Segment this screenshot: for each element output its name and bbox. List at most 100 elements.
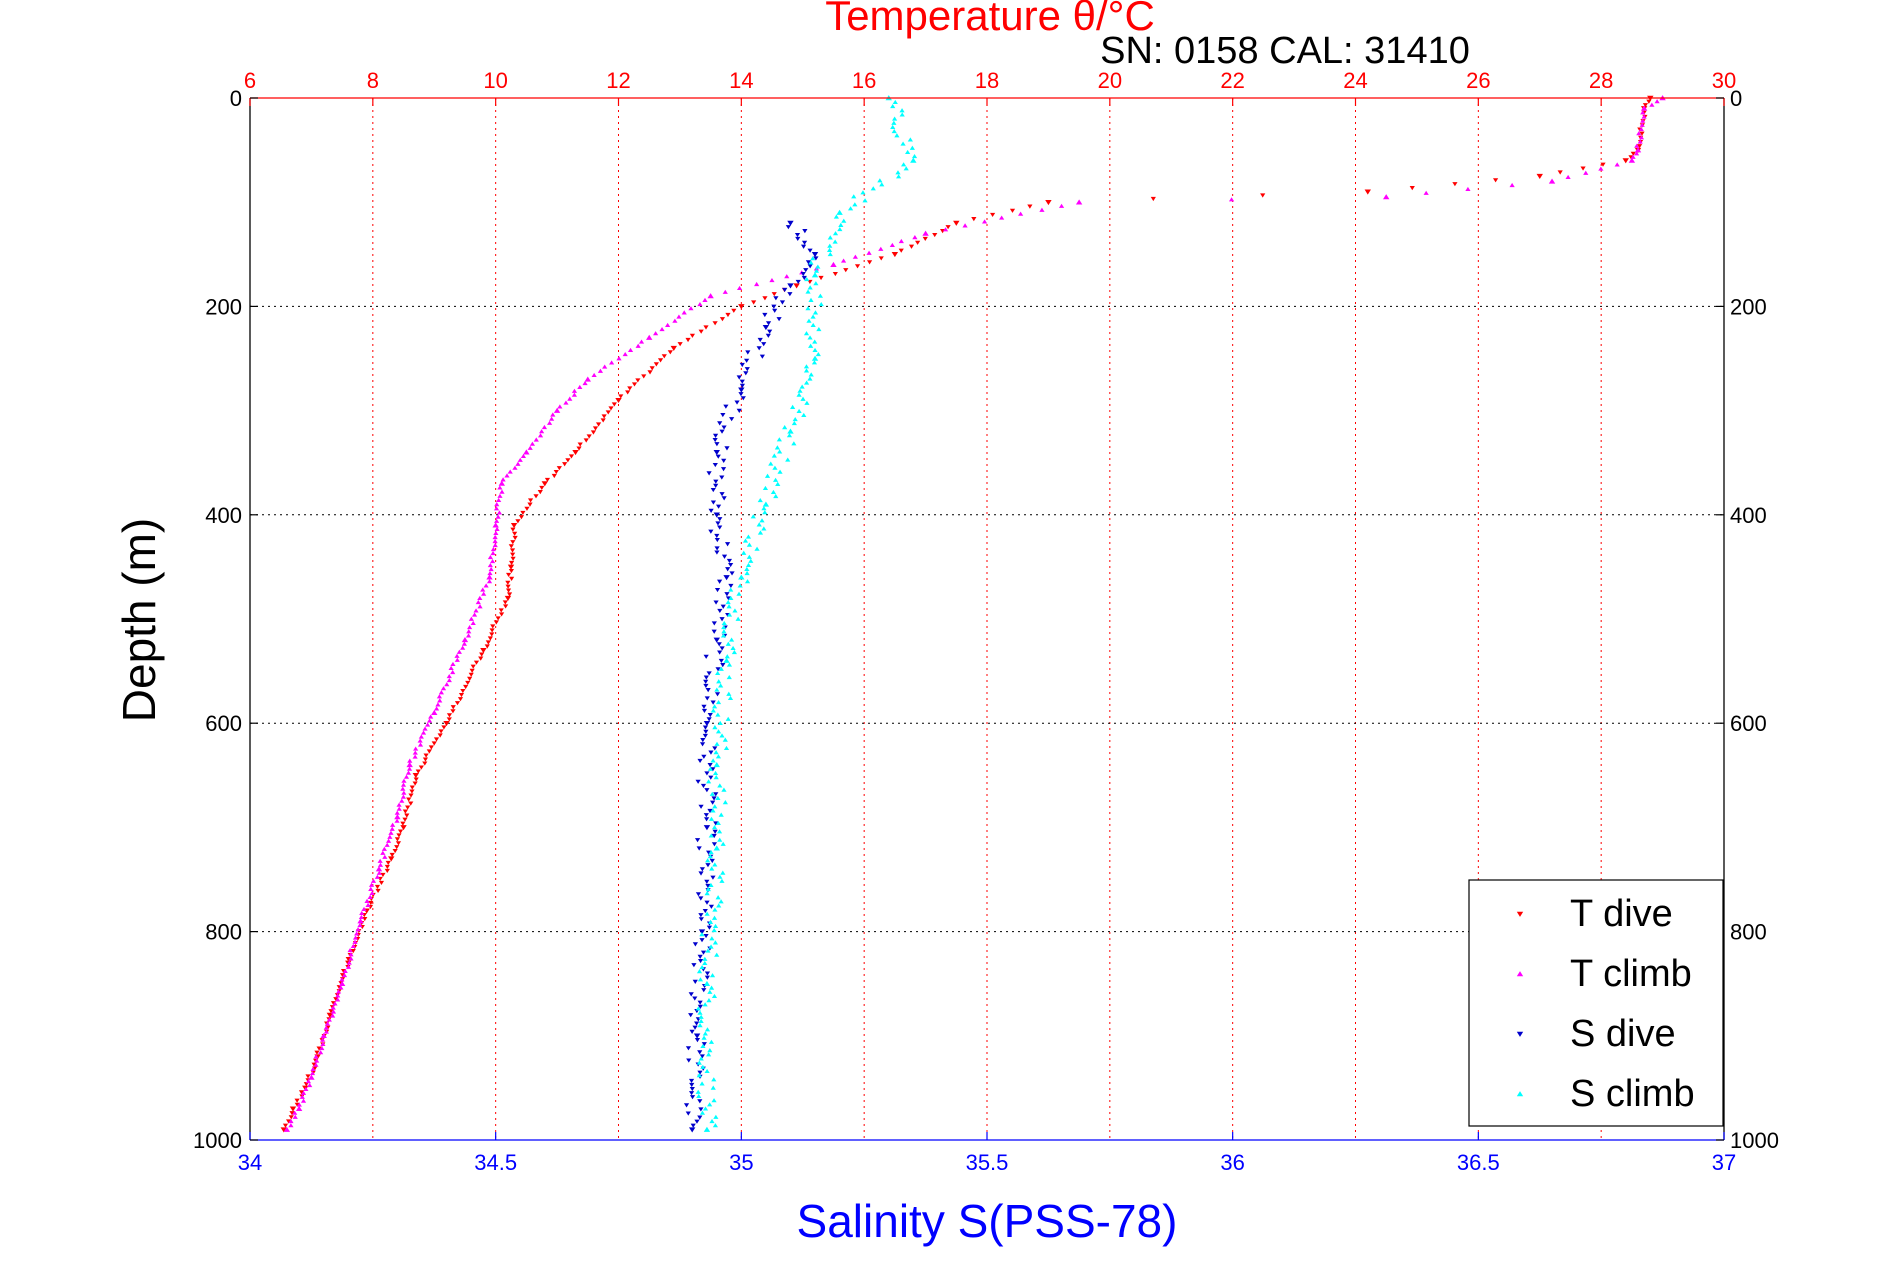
data-point <box>895 170 901 175</box>
data-point <box>710 700 716 705</box>
data-point <box>804 276 810 282</box>
temperature-tick-label: 12 <box>606 68 630 93</box>
data-point <box>380 872 386 878</box>
temperature-tick-label: 30 <box>1712 68 1736 93</box>
data-point <box>717 579 723 584</box>
data-point <box>460 688 466 694</box>
data-point <box>765 333 771 338</box>
data-point <box>999 215 1005 220</box>
data-point <box>1600 162 1606 167</box>
salinity-tick-label: 35.5 <box>966 1150 1009 1175</box>
data-point <box>800 272 806 277</box>
data-point <box>714 741 720 746</box>
data-point <box>710 500 717 505</box>
data-point <box>504 595 512 602</box>
data-point <box>745 534 752 539</box>
data-point <box>720 604 726 609</box>
data-point <box>705 948 711 953</box>
data-point <box>807 335 813 340</box>
data-point <box>346 960 352 965</box>
data-point <box>757 337 763 343</box>
data-point <box>713 1114 719 1119</box>
data-point <box>710 875 716 880</box>
data-point <box>898 248 904 253</box>
data-point <box>508 544 514 549</box>
data-point <box>694 838 701 843</box>
data-point <box>771 304 777 309</box>
data-point <box>412 750 418 755</box>
data-point <box>407 758 413 763</box>
data-point <box>709 791 715 796</box>
data-point <box>724 446 730 451</box>
data-point <box>813 256 819 261</box>
data-point <box>739 379 745 384</box>
data-point <box>735 616 741 621</box>
data-point <box>765 321 772 326</box>
data-point <box>368 886 374 891</box>
data-point <box>890 103 896 109</box>
data-point <box>723 575 730 581</box>
data-point <box>1641 114 1647 119</box>
data-point <box>1634 143 1640 148</box>
data-point <box>705 688 711 693</box>
data-point <box>712 437 718 443</box>
data-point <box>803 268 809 273</box>
data-point <box>446 673 452 679</box>
data-point <box>631 382 638 387</box>
data-point <box>785 457 791 462</box>
data-point <box>553 469 559 475</box>
data-point <box>703 729 709 734</box>
data-point <box>811 360 818 365</box>
data-point <box>376 870 382 875</box>
data-point <box>718 899 724 904</box>
data-point <box>635 378 641 383</box>
legend-marker <box>1516 1031 1524 1037</box>
data-point <box>772 477 779 482</box>
data-point <box>799 384 805 389</box>
data-point <box>711 704 718 709</box>
data-point <box>719 878 725 883</box>
data-point <box>699 867 705 872</box>
data-point <box>889 242 895 248</box>
data-point <box>550 412 556 417</box>
data-point <box>1622 158 1629 164</box>
data-point <box>731 650 737 655</box>
data-point <box>698 329 704 334</box>
data-point <box>727 695 734 701</box>
data-point <box>711 796 717 801</box>
data-point <box>712 321 718 326</box>
data-point <box>707 293 714 299</box>
data-point <box>335 997 341 1002</box>
data-point <box>562 462 568 467</box>
data-point <box>726 691 732 696</box>
data-point <box>717 783 723 788</box>
data-point <box>330 1013 336 1018</box>
data-point <box>377 862 384 867</box>
data-point <box>405 770 412 775</box>
data-point <box>693 1021 700 1026</box>
data-point <box>774 445 780 450</box>
data-point <box>891 120 897 125</box>
data-point <box>815 264 821 269</box>
data-point <box>509 576 515 581</box>
data-point <box>303 1086 309 1092</box>
data-point <box>693 1033 701 1039</box>
data-point <box>320 1032 327 1039</box>
data-point <box>468 672 474 677</box>
x-axis-label: Salinity S(PSS-78) <box>797 1195 1178 1247</box>
data-point <box>563 400 569 405</box>
data-point <box>708 508 714 513</box>
depth-tick-label-right: 1000 <box>1730 1128 1779 1153</box>
data-point <box>712 829 718 834</box>
data-point <box>400 821 406 826</box>
data-point <box>713 450 720 456</box>
depth-tick-label: 1000 <box>193 1128 242 1153</box>
data-point <box>557 404 563 409</box>
temperature-tick-label: 6 <box>244 68 256 93</box>
depth-tick-label: 0 <box>230 86 242 111</box>
data-point <box>741 550 747 555</box>
data-point <box>734 400 740 405</box>
data-point <box>435 702 441 707</box>
data-point <box>725 716 731 721</box>
data-point <box>508 568 515 574</box>
